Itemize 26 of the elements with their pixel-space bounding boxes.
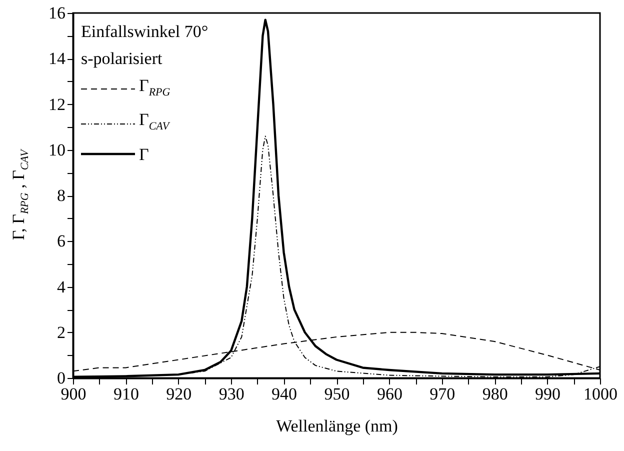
y-tick-label: 6 (57, 232, 66, 251)
y-tick-label: 16 (48, 4, 66, 22)
x-tick-label: 990 (535, 384, 561, 404)
x-tick-label: 940 (272, 384, 298, 404)
y-tick-label: 4 (57, 277, 66, 296)
x-tick-label: 920 (166, 384, 192, 404)
x-tick-label: 930 (218, 384, 244, 404)
y-tick-label: 8 (57, 186, 66, 205)
x-tick-label: 970 (430, 384, 456, 404)
annotation: Einfallswinkel 70° (81, 21, 208, 43)
x-tick-label: 900 (60, 384, 86, 404)
legend-label: Γ$_{RPG}$ (139, 75, 170, 100)
x-tick-label: 1000 (584, 384, 618, 404)
x-tick-label: 950 (324, 384, 350, 404)
y-tick-label: 0 (57, 368, 66, 388)
x-axis-title: Wellenlänge (nm) (276, 416, 398, 436)
y-tick-label: 14 (48, 49, 66, 68)
y-tick-label: 10 (48, 140, 66, 160)
legend-label: Γ (139, 144, 149, 166)
y-tick-label: 12 (48, 94, 66, 114)
x-tick-label: 960 (376, 384, 402, 404)
x-tick-label: 980 (482, 384, 508, 404)
y-tick-label: 2 (57, 322, 66, 342)
x-tick-label: 910 (113, 384, 139, 404)
annotation: s-polarisiert (81, 48, 164, 70)
legend-label: Γ$_{CAV}$ (139, 109, 170, 135)
